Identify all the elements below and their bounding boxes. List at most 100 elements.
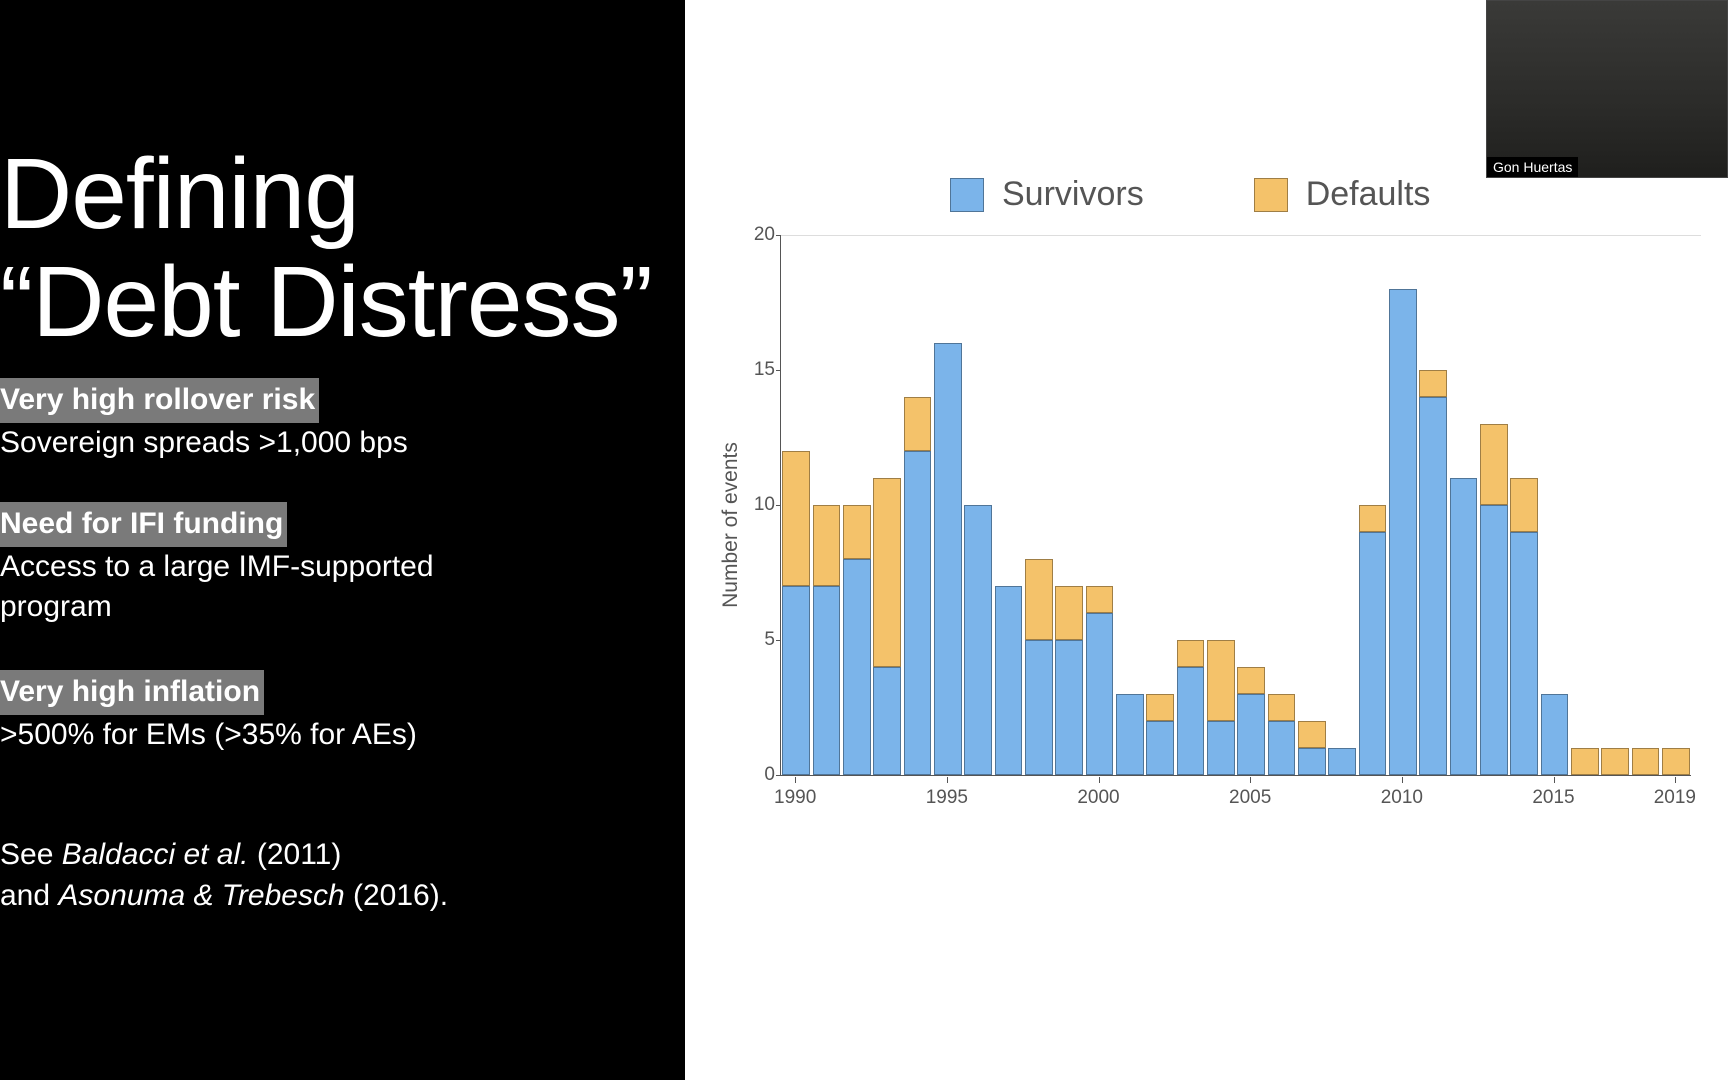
- chart-area: Number of events 05101520 19901995200020…: [715, 235, 1715, 815]
- bar-survivors: [1480, 505, 1508, 775]
- x-tick-label: 2000: [1077, 787, 1119, 809]
- bar-survivors: [904, 451, 932, 775]
- bar-defaults: [1086, 586, 1114, 613]
- chart-legend: Survivors Defaults: [950, 175, 1728, 214]
- bar-survivors: [1359, 532, 1387, 775]
- bar-survivors: [1389, 289, 1417, 775]
- x-tick-label: 2015: [1532, 787, 1574, 809]
- bar-survivors: [1025, 640, 1053, 775]
- x-tick-mark: [1554, 777, 1555, 783]
- bar-survivors: [1510, 532, 1538, 775]
- x-tick-mark: [1099, 777, 1100, 783]
- ref-pre-2: and: [0, 879, 58, 912]
- x-tick-label: 1990: [774, 787, 816, 809]
- bar-survivors: [1298, 748, 1326, 775]
- bar-defaults: [843, 505, 871, 559]
- legend-swatch-survivors: [950, 178, 984, 212]
- x-tick-label: 2010: [1381, 787, 1423, 809]
- ref-post-1: (2011): [249, 838, 342, 871]
- bar-survivors: [1207, 721, 1235, 775]
- ref-post-2: (2016).: [345, 879, 448, 912]
- bar-defaults: [1298, 721, 1326, 748]
- x-tick-mark: [795, 777, 796, 783]
- bar-defaults: [1146, 694, 1174, 721]
- bar-survivors: [1116, 694, 1144, 775]
- y-tick-label: 10: [754, 494, 775, 516]
- y-tick-label: 5: [764, 629, 775, 651]
- bar-survivors: [1450, 478, 1478, 775]
- x-tick-mark: [1402, 777, 1403, 783]
- ref-italic-1: Baldacci et al.: [62, 838, 249, 871]
- legend-swatch-defaults: [1254, 178, 1288, 212]
- bar-survivors: [873, 667, 901, 775]
- bar-defaults: [904, 397, 932, 451]
- title-line-2: “Debt Distress”: [0, 246, 652, 358]
- x-tick-label: 2019: [1654, 787, 1696, 809]
- bar-survivors: [1177, 667, 1205, 775]
- bar-survivors: [964, 505, 992, 775]
- y-tick-mark: [776, 370, 781, 371]
- bar-defaults: [1177, 640, 1205, 667]
- y-tick-mark: [776, 775, 781, 776]
- references: See Baldacci et al. (2011) and Asonuma &…: [0, 835, 448, 916]
- legend-item-defaults: Defaults: [1254, 175, 1431, 214]
- y-tick-mark: [776, 235, 781, 236]
- legend-label-defaults: Defaults: [1306, 175, 1431, 214]
- y-tick-label: 15: [754, 359, 775, 381]
- ref-italic-2: Asonuma & Trebesch: [58, 879, 344, 912]
- plot-region: 05101520: [780, 235, 1691, 776]
- title-line-1: Defining: [0, 138, 359, 250]
- x-tick-mark: [1675, 777, 1676, 783]
- bars-layer: [781, 235, 1691, 775]
- slide-text-panel: Defining “Debt Distress” Very high rollo…: [0, 0, 685, 1080]
- bar-survivors: [1268, 721, 1296, 775]
- bar-survivors: [1086, 613, 1114, 775]
- webcam-thumbnail[interactable]: Gon Huertas: [1486, 0, 1728, 178]
- x-tick-mark: [1250, 777, 1251, 783]
- y-tick-label: 0: [764, 764, 775, 786]
- bar-survivors: [1237, 694, 1265, 775]
- bar-defaults: [1632, 748, 1660, 775]
- y-tick-label: 20: [754, 224, 775, 246]
- bar-survivors: [1419, 397, 1447, 775]
- bar-survivors: [995, 586, 1023, 775]
- legend-item-survivors: Survivors: [950, 175, 1144, 214]
- bar-survivors: [813, 586, 841, 775]
- bar-defaults: [1480, 424, 1508, 505]
- bar-defaults: [1510, 478, 1538, 532]
- bar-defaults: [873, 478, 901, 667]
- bullet-2: Need for IFI funding Access to a large I…: [0, 502, 540, 628]
- bar-defaults: [1207, 640, 1235, 721]
- bar-survivors: [1146, 721, 1174, 775]
- bar-defaults: [813, 505, 841, 586]
- bar-survivors: [934, 343, 962, 775]
- bullet-1-body: Sovereign spreads >1,000 bps: [0, 426, 408, 459]
- y-tick-mark: [776, 640, 781, 641]
- bar-defaults: [1359, 505, 1387, 532]
- bar-defaults: [782, 451, 810, 586]
- ref-pre-1: See: [0, 838, 62, 871]
- bullet-3: Very high inflation >500% for EMs (>35% …: [0, 670, 417, 755]
- bullet-3-head: Very high inflation: [0, 670, 264, 715]
- bar-survivors: [782, 586, 810, 775]
- bar-defaults: [1268, 694, 1296, 721]
- bar-defaults: [1237, 667, 1265, 694]
- bar-survivors: [843, 559, 871, 775]
- bullet-1: Very high rollover risk Sovereign spread…: [0, 378, 408, 463]
- presentation-frame: Defining “Debt Distress” Very high rollo…: [0, 0, 1728, 1080]
- x-tick-mark: [947, 777, 948, 783]
- webcam-name-tag: Gon Huertas: [1487, 157, 1578, 177]
- bar-defaults: [1571, 748, 1599, 775]
- bullet-3-body: >500% for EMs (>35% for AEs): [0, 718, 417, 751]
- bar-defaults: [1419, 370, 1447, 397]
- bar-defaults: [1025, 559, 1053, 640]
- bar-survivors: [1541, 694, 1569, 775]
- slide-title: Defining “Debt Distress”: [0, 140, 652, 356]
- bullet-1-head: Very high rollover risk: [0, 378, 319, 423]
- y-axis-label: Number of events: [719, 442, 743, 608]
- bar-survivors: [1328, 748, 1356, 775]
- bar-defaults: [1055, 586, 1083, 640]
- bullet-2-body: Access to a large IMF-supported program: [0, 547, 540, 628]
- bar-defaults: [1601, 748, 1629, 775]
- bullet-2-head: Need for IFI funding: [0, 502, 287, 547]
